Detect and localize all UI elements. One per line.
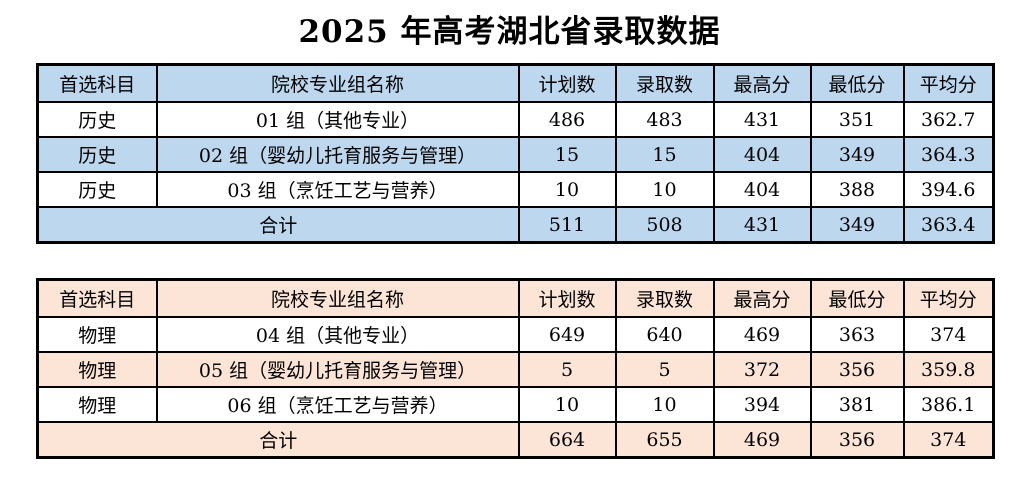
admissions-table-history: 首选科目 院校专业组名称 计划数 录取数 最高分 最低分 平均分 历史 01 组… bbox=[36, 63, 995, 244]
total-max-score: 431 bbox=[712, 206, 812, 244]
cell-admitted-count: 5 bbox=[614, 351, 715, 388]
cell-group-name: 04 组（其他专业） bbox=[155, 316, 520, 353]
total-min-score: 349 bbox=[809, 206, 905, 244]
cell-avg-score: 394.6 bbox=[902, 171, 995, 208]
column-header-subject: 首选科目 bbox=[36, 63, 158, 103]
column-header-avg-score: 平均分 bbox=[902, 278, 995, 318]
cell-subject: 物理 bbox=[36, 316, 158, 353]
cell-group-name: 03 组（烹饪工艺与营养） bbox=[155, 171, 520, 208]
total-label: 合计 bbox=[36, 421, 520, 459]
total-plan-count: 664 bbox=[517, 421, 617, 459]
cell-admitted-count: 10 bbox=[614, 386, 715, 423]
cell-max-score: 469 bbox=[712, 316, 812, 353]
cell-group-name: 01 组（其他专业） bbox=[155, 101, 520, 138]
total-row: 合计 511 508 431 349 363.4 bbox=[36, 206, 995, 244]
table-header-row: 首选科目 院校专业组名称 计划数 录取数 最高分 最低分 平均分 bbox=[36, 278, 995, 318]
admissions-table-physics: 首选科目 院校专业组名称 计划数 录取数 最高分 最低分 平均分 物理 04 组… bbox=[36, 278, 995, 459]
total-max-score: 469 bbox=[712, 421, 812, 459]
cell-group-name: 02 组（婴幼儿托育服务与管理） bbox=[155, 136, 520, 173]
total-plan-count: 511 bbox=[517, 206, 617, 244]
total-row: 合计 664 655 469 356 374 bbox=[36, 421, 995, 459]
column-header-max-score: 最高分 bbox=[712, 63, 812, 103]
cell-plan-count: 10 bbox=[517, 171, 617, 208]
total-admitted-count: 655 bbox=[614, 421, 715, 459]
column-header-admitted-count: 录取数 bbox=[614, 278, 715, 318]
cell-plan-count: 5 bbox=[517, 351, 617, 388]
column-header-admitted-count: 录取数 bbox=[614, 63, 715, 103]
column-header-max-score: 最高分 bbox=[712, 278, 812, 318]
column-header-min-score: 最低分 bbox=[809, 63, 905, 103]
cell-max-score: 404 bbox=[712, 171, 812, 208]
cell-admitted-count: 15 bbox=[614, 136, 715, 173]
cell-min-score: 349 bbox=[809, 136, 905, 173]
cell-plan-count: 486 bbox=[517, 101, 617, 138]
cell-subject: 历史 bbox=[36, 136, 158, 173]
cell-admitted-count: 640 bbox=[614, 316, 715, 353]
total-min-score: 356 bbox=[809, 421, 905, 459]
table-row: 物理 06 组（烹饪工艺与营养） 10 10 394 381 386.1 bbox=[36, 386, 995, 423]
cell-max-score: 404 bbox=[712, 136, 812, 173]
column-header-min-score: 最低分 bbox=[809, 278, 905, 318]
cell-min-score: 351 bbox=[809, 101, 905, 138]
cell-avg-score: 386.1 bbox=[902, 386, 995, 423]
cell-admitted-count: 483 bbox=[614, 101, 715, 138]
cell-min-score: 356 bbox=[809, 351, 905, 388]
column-header-group-name: 院校专业组名称 bbox=[155, 63, 520, 103]
cell-plan-count: 15 bbox=[517, 136, 617, 173]
table-row: 历史 02 组（婴幼儿托育服务与管理） 15 15 404 349 364.3 bbox=[36, 136, 995, 173]
cell-subject: 物理 bbox=[36, 386, 158, 423]
total-avg-score: 374 bbox=[902, 421, 995, 459]
cell-subject: 物理 bbox=[36, 351, 158, 388]
table-row: 物理 04 组（其他专业） 649 640 469 363 374 bbox=[36, 316, 995, 353]
cell-group-name: 05 组（婴幼儿托育服务与管理） bbox=[155, 351, 520, 388]
table-header-row: 首选科目 院校专业组名称 计划数 录取数 最高分 最低分 平均分 bbox=[36, 63, 995, 103]
cell-avg-score: 364.3 bbox=[902, 136, 995, 173]
cell-min-score: 363 bbox=[809, 316, 905, 353]
cell-admitted-count: 10 bbox=[614, 171, 715, 208]
table-row: 历史 01 组（其他专业） 486 483 431 351 362.7 bbox=[36, 101, 995, 138]
cell-avg-score: 359.8 bbox=[902, 351, 995, 388]
cell-subject: 历史 bbox=[36, 171, 158, 208]
cell-plan-count: 649 bbox=[517, 316, 617, 353]
column-header-subject: 首选科目 bbox=[36, 278, 158, 318]
total-label: 合计 bbox=[36, 206, 520, 244]
cell-avg-score: 362.7 bbox=[902, 101, 995, 138]
table-row: 物理 05 组（婴幼儿托育服务与管理） 5 5 372 356 359.8 bbox=[36, 351, 995, 388]
total-admitted-count: 508 bbox=[614, 206, 715, 244]
cell-min-score: 381 bbox=[809, 386, 905, 423]
column-header-avg-score: 平均分 bbox=[902, 63, 995, 103]
cell-plan-count: 10 bbox=[517, 386, 617, 423]
column-header-group-name: 院校专业组名称 bbox=[155, 278, 520, 318]
cell-avg-score: 374 bbox=[902, 316, 995, 353]
cell-group-name: 06 组（烹饪工艺与营养） bbox=[155, 386, 520, 423]
total-avg-score: 363.4 bbox=[902, 206, 995, 244]
cell-max-score: 372 bbox=[712, 351, 812, 388]
cell-subject: 历史 bbox=[36, 101, 158, 138]
column-header-plan-count: 计划数 bbox=[517, 278, 617, 318]
table-row: 历史 03 组（烹饪工艺与营养） 10 10 404 388 394.6 bbox=[36, 171, 995, 208]
cell-max-score: 431 bbox=[712, 101, 812, 138]
cell-max-score: 394 bbox=[712, 386, 812, 423]
column-header-plan-count: 计划数 bbox=[517, 63, 617, 103]
cell-min-score: 388 bbox=[809, 171, 905, 208]
page-title: 2025 年高考湖北省录取数据 bbox=[298, 14, 721, 50]
